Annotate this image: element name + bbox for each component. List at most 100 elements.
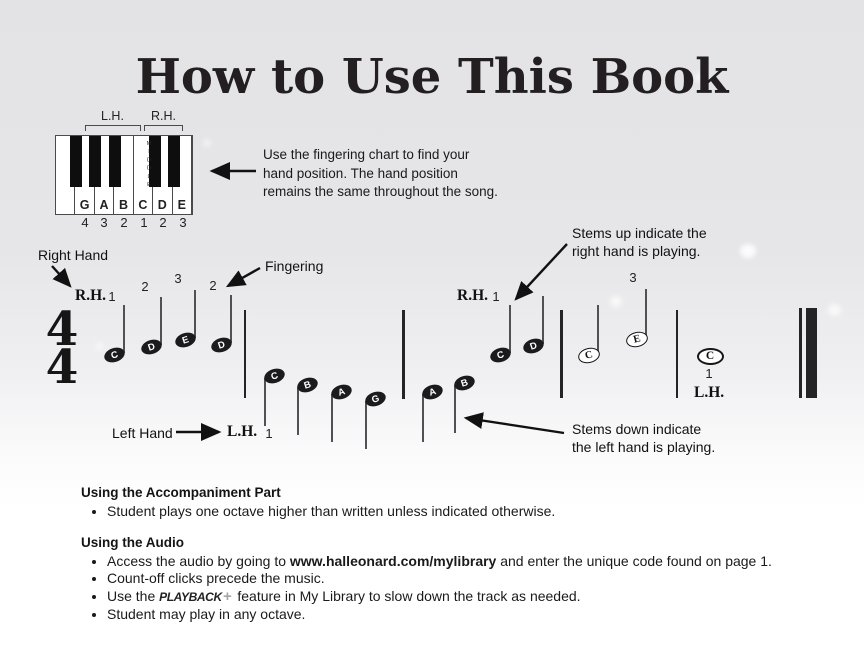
note-stem [193,290,196,338]
lh-bracket [85,125,141,131]
bar-line [402,310,405,399]
quarter-note-d: D [138,337,164,357]
key-label: B [118,198,128,212]
fingering-callout: Fingering [265,258,324,274]
note-stem [297,387,299,435]
white-key-e: E [173,136,192,214]
background-speck [694,73,703,82]
audio-list: Access the audio by going to www.halleon… [81,553,801,624]
key-label: E [177,198,186,212]
stems-down-note: Stems down indicate the left hand is pla… [572,420,715,456]
note-stem [264,378,266,426]
bullet-text: feature in My Library to slow down the t… [233,587,581,604]
black-key [168,136,181,187]
black-key [89,136,102,187]
key-label: G [79,198,90,212]
black-key [109,136,122,187]
white-key-b: B [114,136,134,214]
stems-up-arrow [514,243,568,301]
note-stem [229,295,232,343]
stems-up-note: Stems up indicate the right hand is play… [572,224,707,260]
fingering-number: 1 [265,426,273,441]
fingering-number: 2 [209,278,217,293]
quarter-note-c: C [101,345,127,365]
right-hand-callout: Right Hand [38,247,109,263]
keyboard-rh-label: R.H. [151,109,176,123]
playback-plus-icon: + [222,587,232,605]
key-label: A [99,198,109,212]
keyboard-caption: Use the fingering chart to find your han… [263,146,498,202]
note-stem [159,297,162,345]
note-stem [331,394,333,442]
bullet-text: Use the [107,587,160,604]
black-key [148,136,161,187]
instructions-section: Using the Accompaniment Part Student pla… [81,484,801,624]
fingering-number: 1 [108,289,116,304]
annotation-line: the left hand is playing. [572,439,716,455]
list-item: Access the audio by going to www.halleon… [107,553,801,571]
list-item: Student may play in any octave. [107,606,801,624]
finger-number: 2 [120,215,128,230]
fingering-number: 1 [492,289,500,304]
quarter-note-e: E [172,330,198,350]
fingering-number: 2 [141,279,149,294]
right-hand-arrow [51,265,72,288]
note-stem [122,305,125,353]
background-speck [828,304,841,316]
quarter-note-d: D [520,336,546,356]
page-title: How to Use This Book [135,49,729,105]
time-signature: 4 4 [44,302,80,395]
annotation-line: Stems up indicate the [572,225,707,241]
final-bar-thick [805,308,817,398]
stems-down-arrow [463,412,565,435]
lh-label-1: L.H. [227,423,258,440]
accompaniment-list: Student plays one octave higher than wri… [81,503,801,521]
finger-number: 4 [81,215,89,230]
keyboard-lh-label: L.H. [101,109,124,123]
time-signature-bottom: 4 [45,339,79,395]
note-stem [508,305,511,353]
middle-c-label: MIDDLE [146,141,152,191]
fingering-number: 1 [705,366,713,381]
list-item: Use the PLAYBACK+ feature in My Library … [107,588,801,607]
bar-line [243,310,246,398]
annotation-line: right hand is playing. [572,243,701,259]
background-speck [95,342,104,351]
bullet-text: and enter the unique code found on page … [496,552,772,569]
bullet-text: Access the audio by going to [107,552,290,569]
time-signature-top: 4 [45,302,79,357]
caption-line: Use the fingering chart to find your [263,147,470,162]
note-stem [597,305,599,353]
bar-line [560,310,563,398]
bar-line [675,310,678,398]
finger-number: 3 [179,215,187,230]
rh-label-2: R.H. [457,287,488,304]
note-stem [365,401,367,449]
caption-line: hand position. The hand position [263,165,458,181]
key-label: C [138,198,148,212]
quarter-note-c: C [487,345,513,365]
background-speck [203,139,211,147]
caption-line: remains the same throughout the song. [263,184,498,199]
background-speck [740,244,756,258]
annotation-line: Stems down indicate [572,421,702,437]
left-hand-callout: Left Hand [112,425,173,441]
keyboard-diagram: G A B C D E MIDDLE [55,135,193,215]
note-stem [541,296,544,344]
black-key [69,136,82,187]
list-item: Student plays one octave higher than wri… [107,503,801,521]
fingering-number: 3 [174,271,182,286]
accompaniment-heading: Using the Accompaniment Part [81,485,281,500]
lh-label-2: L.H. [694,384,725,401]
note-stem [422,394,424,442]
final-bar-thin [799,308,802,398]
finger-number: 1 [140,215,148,230]
finger-number: 3 [100,215,108,230]
rh-bracket [144,125,183,131]
library-url: www.halleonard.com/mylibrary [289,552,497,569]
rh-label-1: R.H. [75,287,106,304]
audio-heading: Using the Audio [81,534,184,550]
background-speck [610,296,622,307]
note-stem [645,289,647,337]
